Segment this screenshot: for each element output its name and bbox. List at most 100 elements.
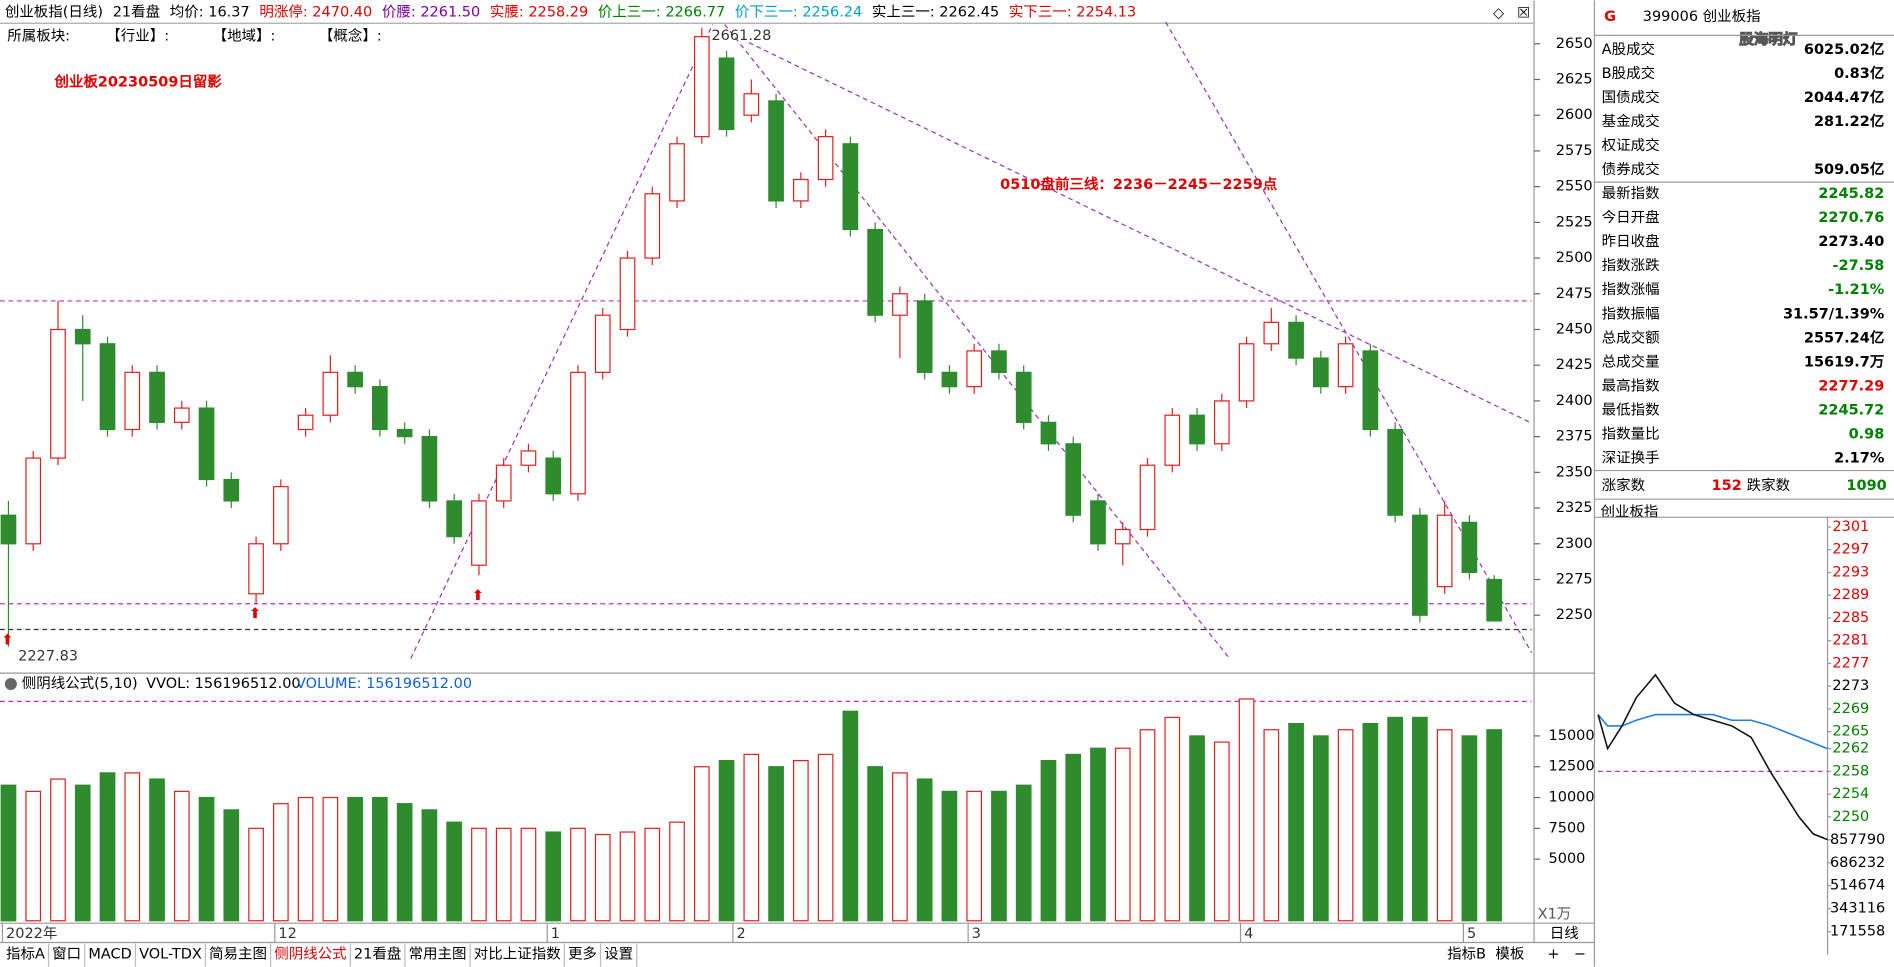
indicator-value: VOLUME: 156196512.00 — [296, 676, 472, 692]
flag: G — [1604, 9, 1616, 25]
volume-bar — [817, 753, 834, 922]
y-tick-label: 2550 — [1556, 179, 1593, 195]
row-label: 指数振幅 — [1602, 305, 1660, 322]
candle-body — [594, 314, 611, 373]
volume-bar — [1114, 747, 1131, 922]
high-label: 2661.28 — [711, 28, 771, 44]
row-value: 2044.47亿 — [1804, 88, 1884, 106]
candle-body — [619, 257, 636, 331]
candle-body — [792, 178, 809, 202]
breadth-label: 涨家数 — [1602, 477, 1646, 494]
row-label: 最高指数 — [1602, 377, 1660, 394]
tab[interactable]: MACD — [88, 947, 131, 963]
right-tab[interactable]: − — [1574, 947, 1586, 963]
volume-bar — [198, 796, 215, 922]
sector-label: 所属板块: — [7, 27, 70, 45]
tab[interactable]: 更多 — [568, 946, 597, 963]
volume-bar — [1090, 747, 1106, 922]
candle-body — [1015, 371, 1032, 423]
candle-body — [223, 478, 240, 502]
right-tab[interactable]: + — [1547, 947, 1559, 963]
header-item: 均价: 16.37 — [170, 3, 250, 20]
tab[interactable]: 窗口 — [52, 945, 81, 963]
candle-body — [74, 328, 91, 345]
x-tick-label: 4 — [1244, 926, 1253, 942]
tab[interactable]: 对比上证指数 — [474, 946, 561, 963]
volume-bar — [693, 766, 710, 922]
right-tab[interactable]: 日线 — [1550, 925, 1579, 942]
candle-body — [991, 350, 1007, 373]
x-tick-label: 1 — [551, 926, 560, 942]
mini-tick-label: 171558 — [1830, 924, 1885, 940]
row-value: 31.57/1.39% — [1783, 306, 1885, 322]
candle-body — [644, 193, 661, 259]
tab[interactable]: 指标A — [6, 946, 45, 963]
right-tab[interactable]: 模板 — [1495, 945, 1524, 963]
header-item: 明涨停: 2470.40 — [259, 3, 372, 20]
tab[interactable]: 设置 — [604, 946, 633, 963]
candle-body — [446, 500, 463, 538]
candle-body — [99, 343, 116, 431]
mini-tick-label: 2273 — [1832, 678, 1869, 694]
row-value: 6025.02亿 — [1804, 40, 1884, 58]
volume-bar — [966, 790, 983, 922]
candle-body — [916, 300, 933, 373]
row-value: 2277.29 — [1818, 378, 1884, 394]
volume-bar — [1412, 716, 1428, 922]
volume-bar — [520, 827, 537, 922]
unit-label: X1万 — [1538, 907, 1572, 923]
mini-avg-line — [1597, 713, 1828, 750]
row-label: 最新指数 — [1602, 185, 1660, 202]
candle-body — [718, 57, 735, 131]
y-tick-label: 10000 — [1549, 790, 1595, 806]
row-label: 债券成交 — [1602, 160, 1660, 178]
candle-body — [173, 407, 190, 423]
volume-bar — [1461, 735, 1478, 922]
watermark: 股海明灯 — [1739, 30, 1797, 48]
row-label: 今日开盘 — [1602, 208, 1660, 226]
candle-body — [372, 386, 388, 431]
header-item: 创业板指(日线) — [5, 2, 103, 20]
volume-bar — [223, 809, 240, 922]
tab[interactable]: 侧阴线公式 — [274, 946, 346, 963]
tab[interactable]: 21看盘 — [354, 945, 401, 963]
tab[interactable]: VOL-TDX — [139, 947, 202, 963]
tab[interactable]: 简易主图 — [209, 946, 267, 963]
volume-bar — [1164, 716, 1181, 922]
volume-bar — [1015, 784, 1032, 922]
candle-body — [1139, 464, 1156, 531]
volume-bar — [867, 766, 883, 922]
header-item: 价下三一: 2256.24 — [735, 4, 862, 20]
y-tick-label: 2525 — [1556, 214, 1593, 230]
volume-bar — [322, 796, 339, 922]
row-label: 指数涨跌 — [1602, 257, 1660, 274]
row-label: 总成交额 — [1602, 328, 1660, 346]
row-label: 深证换手 — [1602, 449, 1660, 466]
header-item: 价上三一: 2266.77 — [598, 3, 725, 20]
mini-tick-label: 2254 — [1832, 786, 1869, 802]
mini-tick-label: 2250 — [1832, 809, 1869, 825]
volume-bar — [842, 710, 859, 922]
candle-body — [1312, 357, 1329, 388]
row-value: 2273.40 — [1818, 234, 1884, 250]
y-tick-label: 2375 — [1556, 429, 1593, 445]
y-tick-label: 2325 — [1556, 500, 1593, 516]
indicator-value: VVOL: 156196512.00 — [146, 676, 301, 692]
volume-bar — [1288, 722, 1304, 922]
volume-bar — [743, 753, 760, 922]
tab[interactable]: 常用主图 — [409, 946, 467, 963]
candle-body — [545, 457, 562, 495]
mini-tick-label: 2269 — [1832, 701, 1869, 717]
y-tick-label: 2250 — [1556, 607, 1593, 623]
breadth-down: 1090 — [1846, 478, 1886, 494]
x-tick-label: 2022年 — [6, 925, 57, 942]
candle-body — [693, 36, 710, 138]
icon-diamond[interactable]: ◇ — [1493, 6, 1505, 22]
candle-body — [0, 514, 17, 545]
candle-body — [25, 457, 42, 545]
icon-close[interactable]: ☒ — [1517, 6, 1530, 22]
y-tick-label: 5000 — [1549, 851, 1586, 867]
right-tab[interactable]: 指标B — [1447, 946, 1486, 963]
volume-bar — [1486, 729, 1503, 922]
